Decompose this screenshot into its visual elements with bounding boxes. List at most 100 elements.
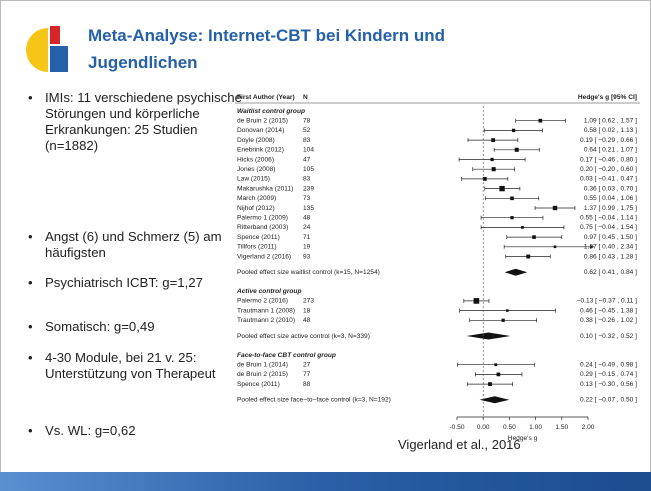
effect-square bbox=[496, 372, 501, 377]
study-n: 19 bbox=[303, 244, 311, 251]
effect-square bbox=[501, 318, 505, 322]
study-n: 104 bbox=[303, 147, 314, 154]
study-ci-label: 1.37 [ 0.99 , 1.75 ] bbox=[584, 205, 637, 212]
title: Meta-Analyse: Internet-CBT bei Kindern u… bbox=[88, 26, 446, 45]
effect-square bbox=[490, 157, 494, 162]
column-header: Hedge's g [95% CI] bbox=[578, 94, 637, 101]
study-author: Law (2015) bbox=[237, 176, 270, 183]
study-n: 78 bbox=[303, 117, 311, 124]
study-n: 73 bbox=[303, 195, 311, 202]
study-author: Ritterband (2003) bbox=[237, 224, 288, 231]
x-axis-label: Hedge's g bbox=[508, 435, 538, 442]
study-ci-label: 0.38 [ −0.26 , 1.02 ] bbox=[580, 317, 637, 324]
effect-square bbox=[526, 254, 531, 259]
study-n: 83 bbox=[303, 137, 311, 144]
group-label: Waitlist control group bbox=[237, 108, 305, 115]
ci-arrow bbox=[590, 244, 594, 249]
study-ci-label: 0.17 [ −0.46 , 0.80 ] bbox=[580, 156, 637, 163]
effect-square bbox=[506, 309, 509, 312]
study-ci-label: 0.29 [ −0.15 , 0.74 ] bbox=[580, 371, 637, 378]
study-author: Spence (2011) bbox=[237, 234, 280, 241]
study-ci-label: 0.03 [ −0.41 , 0.47 ] bbox=[580, 176, 637, 183]
study-n: 88 bbox=[303, 381, 311, 388]
effect-square bbox=[538, 118, 543, 123]
pooled-ci-label: 0.62 [ 0.41 , 0.84 ] bbox=[584, 269, 637, 276]
study-ci-label: 0.97 [ 0.45 , 1.50 ] bbox=[584, 234, 637, 241]
title: Jugendlichen bbox=[88, 53, 198, 72]
effect-square bbox=[491, 138, 496, 142]
study-author: Jones (2008) bbox=[237, 166, 276, 173]
study-author: de Bruin 2 (2015) bbox=[237, 371, 288, 378]
study-n: 71 bbox=[303, 234, 311, 241]
group-label: Face-to-face CBT control group bbox=[237, 352, 336, 359]
study-author: de Bruin 1 (2014) bbox=[237, 361, 288, 368]
study-author: March (2009) bbox=[237, 195, 276, 202]
bullet: Vs. WL: g=0,62 bbox=[28, 423, 245, 439]
study-author: Trautmann 2 (2010) bbox=[237, 317, 295, 324]
x-tick-label: -0.50 bbox=[449, 424, 464, 431]
study-ci-label: −0.13 [ −0.37 , 0.11 ] bbox=[577, 298, 638, 305]
study-ci-label: 0.20 [ −0.20 , 0.60 ] bbox=[580, 166, 637, 173]
study-n: 77 bbox=[303, 371, 311, 378]
effect-square bbox=[553, 245, 557, 249]
study-ci-label: 0.19 [ −0.29 , 0.66 ] bbox=[580, 137, 637, 144]
study-author: Makarushka (2011) bbox=[237, 185, 293, 192]
study-ci-label: 0.36 [ 0.03 , 0.70 ] bbox=[584, 185, 637, 192]
study-author: Palermo 2 (2016) bbox=[237, 298, 288, 305]
study-ci-label: 0.86 [ 0.43 , 1.28 ] bbox=[584, 253, 637, 260]
group-label: Active control group bbox=[236, 288, 301, 295]
pooled-ci-label: 0.10 [ −0.32 , 0.52 ] bbox=[580, 333, 637, 340]
study-n: 24 bbox=[303, 224, 311, 231]
study-author: Nijhof (2012) bbox=[237, 205, 275, 212]
x-tick-label: 2.00 bbox=[582, 424, 595, 431]
effect-square bbox=[521, 226, 524, 229]
study-n: 83 bbox=[303, 176, 311, 183]
study-ci-label: 0.64 [ 0.21 , 1.07 ] bbox=[584, 147, 637, 154]
study-author: Spence (2011) bbox=[237, 381, 280, 388]
study-n: 27 bbox=[303, 361, 311, 368]
study-ci-label: 0.46 [ −0.45 , 1.38 ] bbox=[580, 307, 637, 314]
effect-square bbox=[510, 216, 514, 220]
study-n: 273 bbox=[303, 298, 314, 305]
study-n: 18 bbox=[303, 307, 311, 314]
study-author: Palermo 1 (2009) bbox=[237, 214, 288, 221]
study-n: 48 bbox=[303, 317, 311, 324]
study-n: 93 bbox=[303, 253, 311, 260]
effect-square bbox=[532, 235, 536, 239]
effect-square bbox=[482, 177, 487, 181]
pooled-diamond bbox=[479, 396, 510, 404]
pooled-label: Pooled effect size active control (k=3, … bbox=[237, 333, 370, 340]
bullet: 4-30 Module, bei 21 v. 25: Unterstützung… bbox=[28, 350, 245, 382]
effect-square bbox=[510, 196, 514, 201]
study-author: Tillfors (2011) bbox=[237, 244, 277, 251]
pooled-label: Pooled effect size waitlist control (k=1… bbox=[237, 269, 380, 276]
bullet: IMIs: 11 verschiedene psychische Störung… bbox=[28, 90, 245, 154]
effect-square bbox=[511, 128, 516, 133]
study-n: 47 bbox=[303, 156, 311, 163]
pooled-ci-label: 0.22 [ −0.07 , 0.50 ] bbox=[580, 397, 637, 404]
study-n: 48 bbox=[303, 214, 311, 221]
column-header: N bbox=[303, 94, 308, 101]
bullet: Angst (6) und Schmerz (5) am häufigsten bbox=[28, 229, 245, 261]
effect-square bbox=[491, 167, 496, 172]
study-ci-label: 0.55 [ 0.04 , 1.06 ] bbox=[584, 195, 637, 202]
study-author: Donovan (2014) bbox=[237, 127, 284, 134]
study-author: Trautmann 1 (2008) bbox=[237, 307, 295, 314]
pooled-diamond bbox=[466, 332, 511, 340]
effect-square bbox=[488, 382, 492, 387]
study-author: Hicks (2006) bbox=[237, 156, 274, 163]
x-tick-label: 0.00 bbox=[477, 424, 490, 431]
study-author: Doyle (2008) bbox=[237, 137, 275, 144]
study-author: Vigerland 2 (2016) bbox=[237, 253, 291, 260]
study-ci-label: 0.55 [ −0.04 , 1.14 ] bbox=[580, 214, 637, 221]
study-n: 239 bbox=[303, 185, 314, 192]
study-ci-label: 1.09 [ 0.62 , 1.57 ] bbox=[584, 117, 637, 124]
study-ci-label: 1.37 [ 0.40 , 2.34 ] bbox=[584, 244, 637, 251]
pooled-diamond bbox=[504, 268, 528, 276]
effect-square bbox=[552, 205, 558, 211]
effect-square bbox=[473, 298, 480, 304]
effect-square bbox=[494, 363, 498, 367]
citation: Vigerland et al., 2016 bbox=[398, 437, 521, 452]
study-n: 52 bbox=[303, 127, 311, 134]
